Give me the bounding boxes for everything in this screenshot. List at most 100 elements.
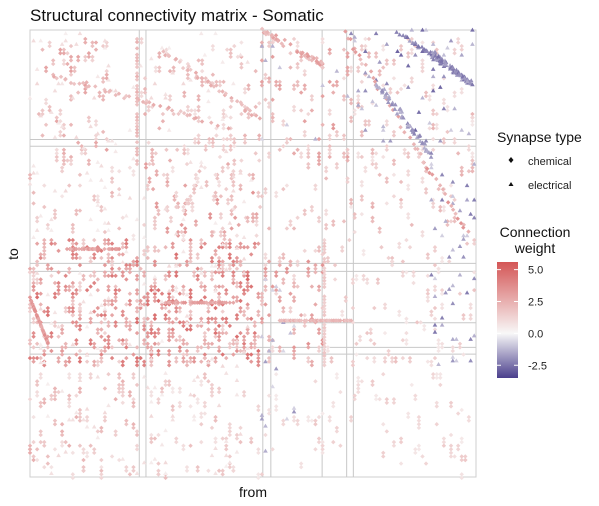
- chemical-synapse-mark: [313, 266, 318, 271]
- electrical-synapse-mark: [38, 342, 44, 347]
- chemical-synapse-mark: [332, 262, 338, 268]
- chemical-synapse-mark: [158, 103, 163, 109]
- electrical-synapse-mark: [191, 413, 197, 418]
- chemical-synapse-mark: [245, 284, 250, 289]
- chemical-synapse-mark: [322, 334, 327, 340]
- chemical-synapse-mark: [250, 215, 256, 220]
- chemical-synapse-mark: [232, 43, 237, 49]
- chemical-synapse-mark: [104, 136, 109, 142]
- chemical-synapse-mark: [70, 302, 76, 307]
- chemical-synapse-mark: [174, 355, 179, 361]
- chemical-synapse-mark: [221, 126, 226, 131]
- chemical-synapse-mark: [92, 246, 98, 252]
- chemical-synapse-mark: [411, 270, 416, 275]
- chemical-synapse-mark: [124, 302, 129, 307]
- chemical-synapse-mark: [202, 295, 208, 300]
- chemical-synapse-mark: [239, 40, 244, 45]
- chemical-synapse-mark: [439, 345, 445, 350]
- chemical-synapse-mark: [288, 136, 293, 142]
- chemical-synapse-mark: [134, 130, 140, 136]
- chemical-synapse-mark: [127, 389, 133, 395]
- chemical-synapse-mark: [163, 305, 168, 311]
- chemical-synapse-mark: [386, 352, 391, 357]
- chemical-synapse-mark: [472, 237, 477, 243]
- chemical-synapse-mark: [49, 273, 54, 279]
- electrical-synapse-mark: [131, 84, 136, 89]
- chemical-synapse-mark: [38, 375, 43, 380]
- chemical-synapse-mark: [42, 443, 47, 448]
- chemical-synapse-mark: [227, 345, 233, 350]
- chemical-synapse-mark: [196, 140, 201, 145]
- chemical-synapse-mark: [113, 295, 118, 300]
- chemical-synapse-mark: [74, 352, 79, 357]
- chemical-synapse-mark: [420, 229, 425, 235]
- electrical-synapse-mark: [45, 292, 51, 297]
- chemical-synapse-mark: [52, 208, 58, 213]
- electrical-synapse-mark: [430, 88, 436, 93]
- chemical-synapse-mark: [134, 259, 140, 264]
- electrical-synapse-mark: [468, 358, 473, 363]
- electrical-synapse-mark: [163, 471, 168, 476]
- chemical-synapse-mark: [47, 104, 52, 110]
- chemical-synapse-mark: [238, 262, 243, 268]
- chemical-synapse-mark: [120, 359, 125, 364]
- chemical-synapse-mark: [238, 284, 243, 289]
- chemical-synapse-mark: [153, 68, 158, 74]
- chemical-synapse-mark: [102, 298, 108, 304]
- chemical-synapse-mark: [352, 397, 357, 402]
- electrical-synapse-mark: [209, 263, 215, 268]
- chemical-synapse-mark: [209, 255, 215, 261]
- chemical-synapse-mark: [95, 312, 100, 318]
- chemical-synapse-mark: [92, 194, 97, 199]
- electrical-synapse-mark: [95, 159, 101, 164]
- chemical-synapse-mark: [213, 172, 218, 178]
- chemical-synapse-mark: [440, 187, 446, 192]
- chemical-synapse-mark: [113, 298, 118, 304]
- chemical-synapse-mark: [83, 54, 88, 60]
- chemical-synapse-mark: [216, 291, 222, 296]
- chemical-synapse-mark: [334, 375, 340, 380]
- electrical-synapse-mark: [52, 310, 58, 315]
- chemical-synapse-mark: [150, 158, 155, 163]
- chemical-synapse-mark: [327, 133, 332, 138]
- chemical-synapse-mark: [470, 154, 475, 160]
- chemical-synapse-mark: [441, 101, 447, 106]
- chemical-synapse-mark: [31, 287, 36, 293]
- chemical-synapse-mark: [70, 255, 76, 261]
- chemical-synapse-mark: [402, 83, 407, 88]
- chemical-synapse-mark: [166, 273, 172, 279]
- chemical-synapse-mark: [31, 316, 36, 321]
- chemical-synapse-mark: [206, 327, 211, 332]
- chemical-synapse-mark: [468, 316, 473, 321]
- electrical-synapse-mark: [141, 460, 147, 465]
- chemical-synapse-mark: [291, 36, 297, 42]
- chemical-synapse-mark: [359, 197, 365, 203]
- electrical-synapse-mark: [288, 330, 293, 335]
- chemical-synapse-mark: [395, 90, 400, 95]
- chemical-synapse-mark: [202, 338, 208, 343]
- chemical-synapse-mark: [356, 386, 361, 391]
- chemical-synapse-mark: [371, 75, 376, 81]
- chemical-synapse-mark: [92, 237, 97, 243]
- chemical-synapse-mark: [257, 133, 262, 138]
- chemical-synapse-mark: [322, 347, 327, 352]
- chemical-synapse-mark: [120, 363, 125, 368]
- chemical-synapse-mark: [224, 316, 229, 321]
- chemical-synapse-mark: [373, 165, 379, 170]
- chemical-synapse-mark: [154, 172, 159, 178]
- chemical-synapse-mark: [322, 359, 327, 365]
- chemical-synapse-mark: [322, 294, 327, 299]
- chemical-synapse-mark: [70, 472, 76, 477]
- chemical-synapse-mark: [245, 316, 250, 321]
- electrical-synapse-mark: [428, 150, 434, 155]
- chemical-synapse-mark: [416, 154, 422, 160]
- chemical-synapse-mark: [316, 154, 322, 160]
- chemical-synapse-mark: [220, 270, 225, 275]
- chemical-synapse-mark: [281, 255, 286, 261]
- chemical-synapse-mark: [147, 161, 152, 167]
- chemical-synapse-mark: [295, 43, 300, 49]
- electrical-synapse-mark: [231, 206, 236, 211]
- chemical-synapse-mark: [420, 58, 425, 63]
- chemical-synapse-mark: [147, 176, 152, 181]
- electrical-synapse-mark: [102, 220, 108, 225]
